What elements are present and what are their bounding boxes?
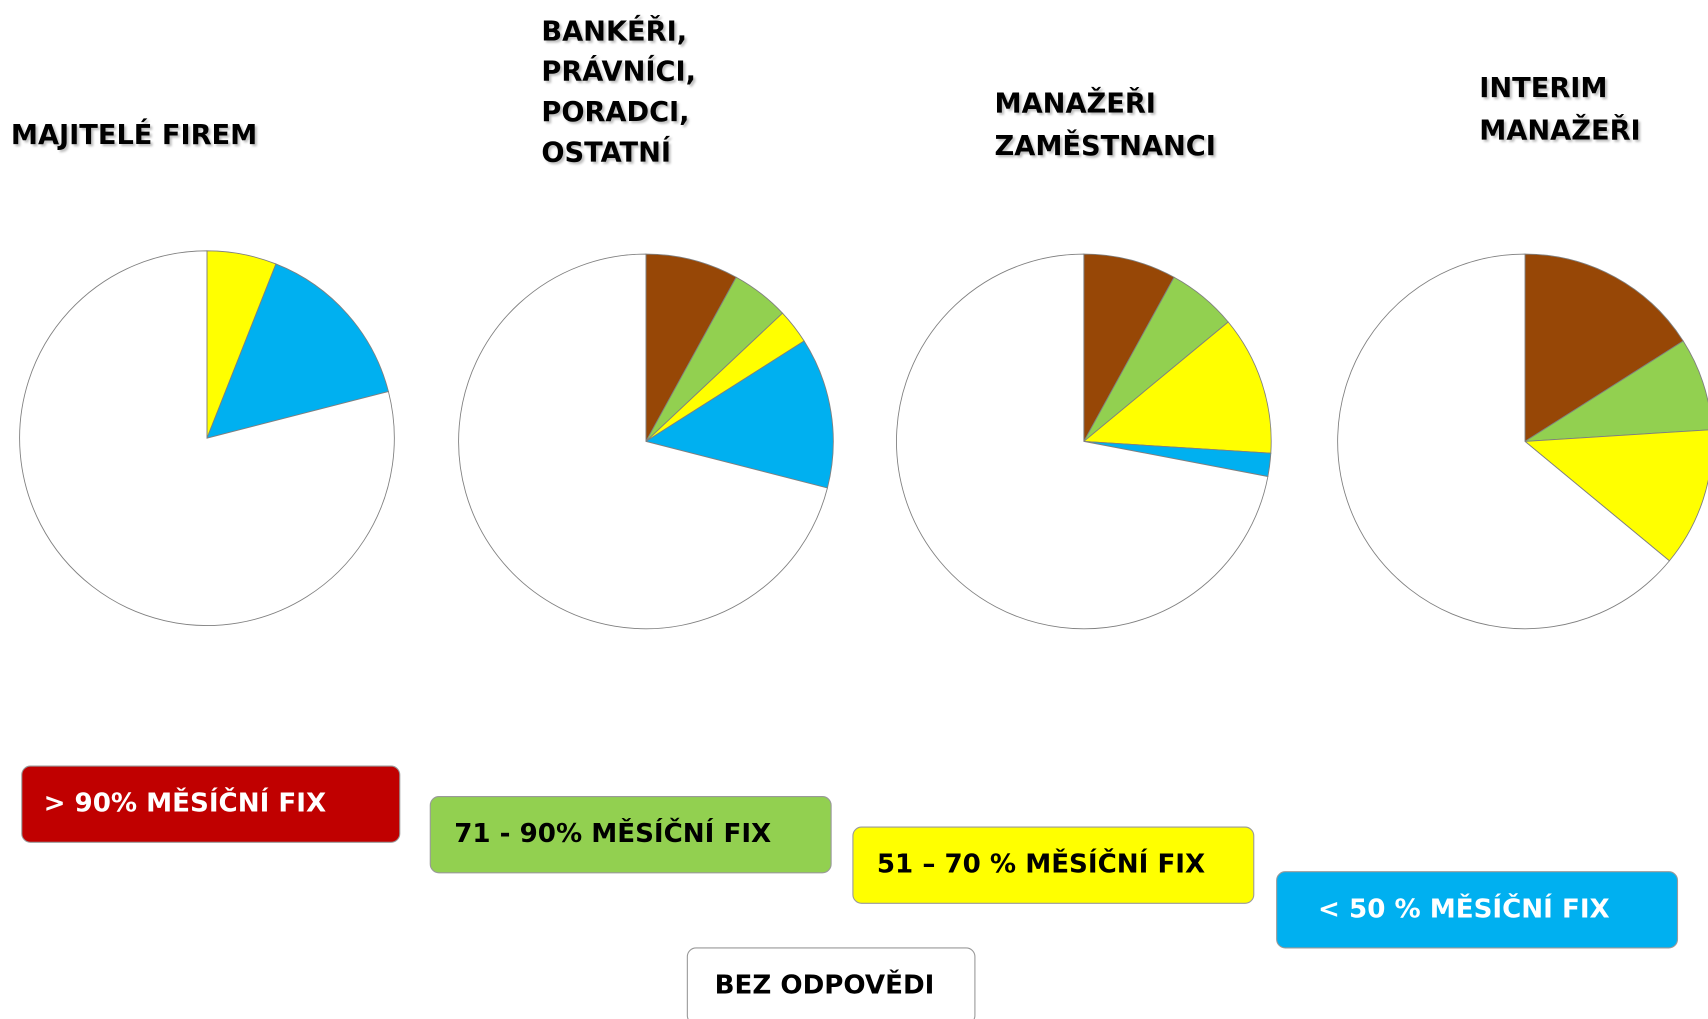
pie-slice bbox=[644, 340, 834, 489]
pie-title: INTERIM bbox=[1479, 73, 1607, 104]
pie-title: BANKÉŘI, bbox=[541, 15, 687, 47]
legend-box bbox=[21, 765, 401, 843]
pie-slice bbox=[1524, 340, 1708, 442]
pie-title: OSTATNÍ bbox=[541, 136, 671, 168]
pie-slice bbox=[1083, 253, 1175, 442]
pie-title: PRÁVNÍCI, bbox=[541, 56, 696, 88]
legend-label: > 90% MĚSÍČNÍ FIX bbox=[44, 787, 327, 819]
pie-slice bbox=[896, 253, 1269, 630]
legend-label: 71 - 90% MĚSÍČNÍ FIX bbox=[454, 817, 771, 849]
pie-slice bbox=[645, 253, 737, 442]
legend-label: < 50 % MĚSÍČNÍ FIX bbox=[1318, 892, 1610, 924]
pie-slice bbox=[1524, 253, 1684, 443]
legend-label: BEZ ODPOVĚDI bbox=[715, 969, 935, 1001]
legend-box bbox=[852, 826, 1255, 904]
legend-box bbox=[1276, 871, 1679, 949]
pie-slice bbox=[19, 250, 395, 626]
pie-title: MAJITELÉ FIREM bbox=[11, 119, 257, 151]
legend-label: 51 – 70 % MĚSÍČNÍ FIX bbox=[877, 848, 1205, 880]
pie-slice bbox=[1337, 253, 1670, 630]
pie-title: ZAMĚSTNANCI bbox=[995, 130, 1216, 162]
pie-slice bbox=[1523, 429, 1708, 562]
pie-title: MANAŽEŘI bbox=[995, 87, 1156, 119]
pie-slice bbox=[1082, 321, 1272, 454]
pie-slice bbox=[206, 263, 389, 439]
pie-title: MANAŽEŘI bbox=[1479, 115, 1640, 147]
legend-box bbox=[686, 947, 976, 1019]
pie-slice bbox=[458, 253, 828, 630]
legend-box bbox=[429, 795, 832, 874]
pie-title: PORADCI, bbox=[541, 97, 689, 128]
